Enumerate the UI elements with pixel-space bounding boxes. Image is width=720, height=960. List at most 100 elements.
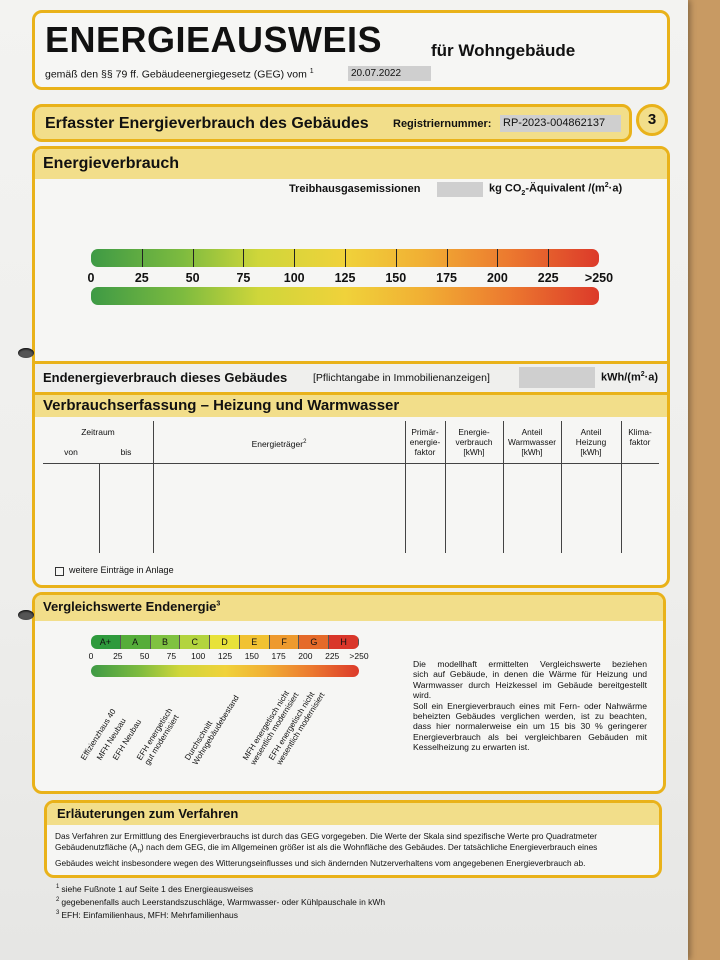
table-column-header-line: Energie-: [458, 427, 490, 437]
table-column-header: Klima-faktor: [621, 427, 659, 447]
registration-label: Registriernummer:: [393, 118, 492, 130]
energy-scale-tick: [243, 249, 245, 267]
comparison-description-line: Die modellhaft ermittelten Vergleichswer…: [413, 659, 647, 669]
comparison-scale-tick-label: 125: [217, 651, 233, 661]
comparison-scale-tick-label: 200: [298, 651, 313, 661]
consumption-table-heading: Verbrauchserfassung – Heizung und Warmwa…: [43, 397, 400, 414]
table-column-header-line: faktor: [629, 437, 651, 447]
col-von: von: [64, 447, 78, 457]
table-column-header-line: [kWh]: [463, 447, 485, 457]
explanation-heading-band: Erläuterungen zum Verfahren: [47, 803, 659, 825]
footnotes: 1 siehe Fußnote 1 auf Seite 1 des Energie…: [56, 882, 385, 920]
efficiency-class-b: B: [150, 635, 181, 649]
energy-scale-tick: [141, 249, 143, 267]
comparison-reference-label-line: Durchschnitt: [183, 719, 215, 762]
page-number-badge: 3: [636, 104, 668, 136]
comparison-scale-tick-label: 100: [191, 651, 206, 661]
energy-scale-tick: [446, 249, 448, 267]
energy-scale-tick-label: 125: [334, 271, 356, 285]
emissions-label: Treibhausgasemissionen: [289, 183, 421, 195]
issue-date: 20.07.2022: [348, 66, 431, 81]
footnote-number: 2: [56, 896, 60, 903]
energy-scale-tick-label: 50: [185, 271, 200, 285]
explanation-heading: Erläuterungen zum Verfahren: [57, 806, 239, 821]
comparison-description-line: Kesselheizung zu erwarten ist.: [413, 742, 530, 753]
emissions-unit: kg CO2-Äquivalent /(m2·a): [489, 182, 623, 197]
end-energy-unit: kWh/(m2·a): [601, 371, 659, 384]
comparison-heading: Vergleichswerte Endenergie3: [43, 599, 221, 614]
table-column-header: Anteil Heizung [kWh]: [561, 427, 621, 457]
energy-heading: Energieverbrauch: [43, 155, 180, 172]
table-column-header: Energie-verbrauch [kWh]: [445, 427, 503, 457]
efficiency-class-a: A: [120, 635, 151, 649]
comparison-description-line: sich auf Gebäude, in denen die Wärme für…: [413, 669, 647, 680]
table-column-header: Anteil Warmwasser [kWh]: [503, 427, 561, 457]
document-title: ENERGIEAUSWEIS: [45, 19, 383, 60]
comparison-description-line: wird.: [413, 690, 432, 701]
energy-scale-tick-label: 200: [486, 271, 508, 285]
efficiency-class-f: F: [269, 635, 300, 649]
table-column-header-line: Primär-: [411, 427, 439, 437]
energy-scale-tick: [395, 249, 397, 267]
efficiency-class-e: E: [239, 635, 270, 649]
legal-reference: gemäß den §§ 79 ff. Gebäudeenergiegesetz…: [45, 68, 314, 81]
footnote-number: 1: [56, 884, 60, 890]
comparison-scale-tick-label: 0: [88, 651, 94, 661]
energy-scale-tick-label: 150: [385, 271, 407, 285]
col-bis: bis: [120, 447, 132, 457]
comparison-heading-band: Vergleichswerte Endenergie3: [35, 595, 663, 621]
page-number: 3: [647, 111, 657, 128]
end-energy-row: Endenergieverbrauch dieses Gebäudes [Pfl…: [35, 361, 667, 395]
table-column-header-line: [kWh]: [521, 447, 543, 457]
explanation-text: Das Verfahren zur Ermittlung des Energie…: [55, 831, 598, 868]
energy-scale-tick-label: 0: [87, 271, 95, 285]
comparison-scale-tick-label: 150: [244, 651, 259, 661]
energy-scale-tick: [345, 249, 346, 267]
table-column-header-line: Anteil: [580, 427, 602, 437]
col-zeitraum: Zeitraum: [81, 427, 115, 437]
emissions-value-field: [437, 182, 483, 197]
energy-consumption-box: Energieverbrauch Treibhausgasemissionen …: [32, 146, 670, 588]
energy-scale-tick-label: 100: [283, 271, 305, 285]
comparison-description-line: dass hier normalerweise ein um 15 bis 30…: [413, 721, 647, 732]
comparison-scale-tick-label: >250: [349, 651, 369, 661]
comparison-scale-bar: [91, 665, 359, 677]
energy-heading-band: Energieverbrauch: [35, 149, 667, 179]
more-entries-checkbox[interactable]: [55, 567, 64, 576]
footnote-number: 3: [56, 909, 60, 916]
energy-scale-bottom-bar: [91, 287, 599, 305]
efficiency-class-g: G: [299, 635, 330, 649]
end-energy-note: [Pflichtangabe in Immobilienanzeigen]: [313, 372, 490, 384]
consumption-table: Zeitraum von bis Energieträger2 Primär-e…: [43, 421, 659, 553]
comparison-description: Die modellhaft ermittelten Vergleichswer…: [413, 659, 647, 753]
comparison-scale-tick-label: 25: [113, 651, 123, 661]
title-box: ENERGIEAUSWEIS für Wohngebäude gemäß den…: [32, 10, 670, 90]
comparison-description-line: Soll ein Energieverbrauch eines mit Fern…: [413, 700, 647, 711]
efficiency-class-bar: A+ A B C D E F G H: [91, 635, 359, 649]
energy-scale-tick-label: 25: [134, 271, 149, 285]
section-title: Erfasster Energieverbrauch des Gebäudes: [45, 115, 369, 132]
energy-scale-tick-label: 75: [236, 271, 251, 285]
energy-scale-tick: [294, 249, 296, 267]
table-column-header-line: Heizung: [575, 437, 607, 447]
document-subtitle: für Wohngebäude: [431, 41, 576, 60]
consumption-table-heading-band: Verbrauchserfassung – Heizung und Warmwa…: [35, 395, 667, 417]
footnote: 2 gegebenenfalls auch Leerstandszuschläge…: [56, 895, 385, 908]
table-column-header-line: Klima-: [628, 427, 652, 437]
comparison-description-line: Warmwasser durch Heizkessel im Gebäude b…: [413, 679, 647, 690]
energy-scale-tick: [548, 249, 550, 267]
table-column-header-line: [kWh]: [580, 447, 602, 457]
end-energy-label: Endenergieverbrauch dieses Gebäudes: [43, 370, 288, 385]
efficiency-class-h: H: [329, 635, 359, 649]
comparison-scale-tick-label: 175: [271, 651, 286, 661]
energy-scale-tick-label: 225: [537, 271, 559, 285]
table-column-header-line: faktor: [414, 447, 436, 457]
section-bar: Erfasster Energieverbrauch des Gebäudes …: [32, 104, 632, 142]
comparison-reference-label: Durchschnitt Wohngebäudebestand: [183, 689, 241, 767]
efficiency-class-c: C: [180, 635, 211, 649]
footnote-text: EFH: Einfamilienhaus, MFH: Mehrfamilienh…: [61, 909, 239, 920]
more-entries-label: weitere Einträge in Anlage: [69, 565, 174, 575]
comparison-box: Vergleichswerte Endenergie3 A+ A B C D E F G H 0…: [32, 592, 666, 794]
comparison-description-line: Energieverbrauch als bei vergleichbaren …: [413, 731, 647, 742]
comparison-scale-tick-label: 225: [325, 651, 340, 661]
